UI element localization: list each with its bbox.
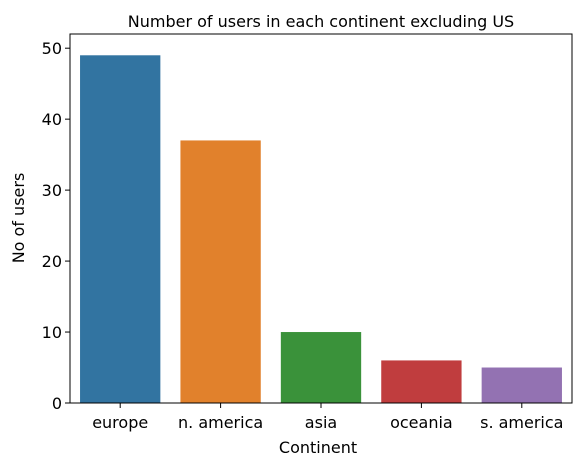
bars-group — [80, 55, 562, 404]
y-tick-label: 50 — [42, 39, 62, 58]
y-tick-label: 40 — [42, 110, 62, 129]
x-tick-label: europe — [92, 413, 148, 432]
y-tick-label: 30 — [42, 181, 62, 200]
y-axis-ticks: 0 10 20 30 40 50 — [42, 39, 70, 413]
y-tick-label: 20 — [42, 252, 62, 271]
bar-oceania — [381, 360, 462, 403]
bar-europe — [80, 55, 161, 404]
plot-frame — [69, 33, 573, 404]
x-axis-label: Continent — [279, 438, 357, 457]
x-tick-label: n. america — [178, 413, 263, 432]
x-tick-label: asia — [305, 413, 337, 432]
y-tick-label: 10 — [42, 323, 62, 342]
y-axis-label: No of users — [9, 173, 28, 264]
x-tick-label: s. america — [480, 413, 563, 432]
bar-n-america — [180, 140, 261, 403]
y-tick-label: 0 — [52, 394, 62, 413]
x-axis-ticks: europe n. america asia oceania s. america — [92, 403, 563, 432]
bar-s-america — [481, 367, 562, 403]
chart-title: Number of users in each continent exclud… — [128, 12, 514, 31]
x-tick-label: oceania — [390, 413, 453, 432]
bar-asia — [280, 332, 362, 403]
